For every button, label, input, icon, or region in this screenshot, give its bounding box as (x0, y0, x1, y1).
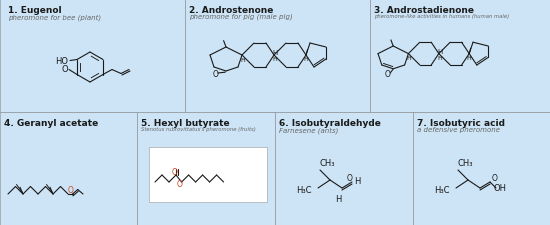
Text: Ḧ: Ḧ (273, 57, 278, 62)
Text: O: O (176, 179, 182, 188)
Text: O: O (67, 186, 73, 194)
Text: O: O (171, 167, 177, 176)
Text: 3. Androstadienone: 3. Androstadienone (374, 6, 474, 15)
Bar (0, 0, 185, 112)
Text: pheromone for bee (plant): pheromone for bee (plant) (8, 14, 101, 20)
Text: 5. Hexyl butyrate: 5. Hexyl butyrate (141, 119, 230, 127)
Bar (370, 0, 550, 112)
Text: O: O (62, 65, 68, 74)
Bar (137, 112, 275, 225)
Text: 2. Androstenone: 2. Androstenone (189, 6, 273, 15)
Text: H: H (273, 50, 278, 56)
Text: H: H (437, 49, 443, 55)
Text: 6. Isobutyraldehyde: 6. Isobutyraldehyde (279, 119, 381, 127)
Text: Ḧ: Ḧ (466, 55, 471, 60)
Text: H: H (354, 177, 360, 186)
Text: a defensive pheromone: a defensive pheromone (417, 126, 500, 132)
Text: H: H (335, 195, 341, 204)
Text: HO: HO (56, 57, 69, 66)
Text: Stenotus rubrovittatus's pheromone (fruits): Stenotus rubrovittatus's pheromone (frui… (141, 126, 256, 131)
Text: pheromone for pig (male pig): pheromone for pig (male pig) (189, 14, 293, 20)
Text: 4. Geranyl acetate: 4. Geranyl acetate (4, 119, 98, 127)
Text: Ḧ: Ḧ (438, 55, 442, 60)
Text: OH: OH (493, 184, 507, 193)
Bar (0, 112, 137, 225)
Text: Ḧ: Ḧ (303, 57, 308, 62)
Text: 7. Isobutyric acid: 7. Isobutyric acid (417, 119, 505, 127)
Bar (185, 0, 370, 112)
Text: O: O (347, 174, 353, 183)
Text: O: O (492, 174, 498, 183)
Text: pheromone-like activities in humans (human male): pheromone-like activities in humans (hum… (374, 14, 509, 19)
Bar (275, 112, 413, 225)
Text: Ḧ: Ḧ (407, 56, 411, 61)
Bar (149, 147, 267, 202)
Text: CH₃: CH₃ (319, 159, 335, 168)
Text: H₃C: H₃C (296, 186, 312, 195)
Text: H₃C: H₃C (434, 186, 450, 195)
Text: O: O (385, 70, 391, 79)
Bar (413, 112, 550, 225)
Text: Ḧ: Ḧ (240, 57, 245, 62)
Text: 1. Eugenol: 1. Eugenol (8, 6, 62, 15)
Text: Farnesene (ants): Farnesene (ants) (279, 126, 338, 133)
Text: CH₃: CH₃ (457, 159, 473, 168)
Text: O: O (212, 70, 218, 79)
